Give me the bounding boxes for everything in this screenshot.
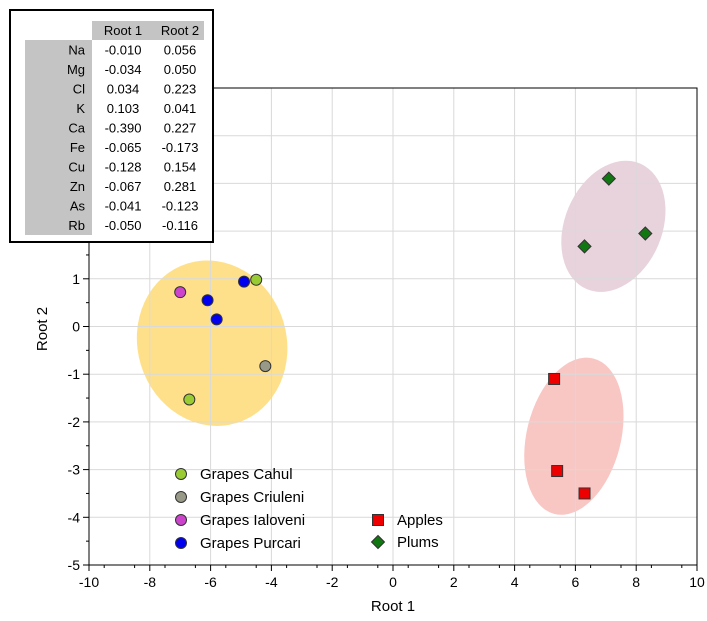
grid-lines bbox=[89, 88, 697, 565]
y-tick-label: 0 bbox=[72, 319, 80, 335]
y-axis-title: Root 2 bbox=[34, 307, 51, 351]
legend-label: Plums bbox=[397, 534, 439, 551]
table-row-label: Fe bbox=[70, 140, 85, 155]
x-tick-label: -6 bbox=[204, 574, 217, 590]
coefficients-table: Root 1 Root 2 Na -0.010 0.056 Mg -0.034 0.050 Cl… bbox=[9, 9, 214, 243]
data-point bbox=[551, 465, 564, 478]
x-tick-label: -10 bbox=[79, 574, 99, 590]
table-cell: -0.173 bbox=[162, 140, 199, 155]
x-tick-label: -8 bbox=[144, 574, 157, 590]
data-point bbox=[201, 294, 214, 307]
cluster-ellipse-apples bbox=[524, 357, 624, 515]
table-row-label: Zn bbox=[70, 179, 85, 194]
data-point bbox=[638, 226, 653, 241]
cluster-ellipse-plums bbox=[561, 160, 666, 292]
table-cell: -0.067 bbox=[105, 179, 142, 194]
y-tick-label: -3 bbox=[68, 462, 81, 478]
data-point bbox=[577, 239, 592, 254]
table-cell: 0.050 bbox=[164, 62, 197, 77]
table-row-label: Mg bbox=[67, 62, 85, 77]
x-tick-label: 2 bbox=[450, 574, 458, 590]
table-cell: -0.390 bbox=[105, 121, 142, 136]
legend-label: Grapes Criuleni bbox=[200, 489, 304, 506]
x-axis-title: Root 1 bbox=[371, 598, 415, 615]
table-cell: 0.281 bbox=[164, 179, 197, 194]
table-cell: -0.123 bbox=[162, 199, 199, 214]
data-point bbox=[210, 313, 223, 326]
legend-marker bbox=[175, 514, 187, 526]
legend-marker bbox=[175, 537, 187, 549]
y-tick-label: 1 bbox=[72, 271, 80, 287]
table-cell: -0.041 bbox=[105, 199, 142, 214]
data-point bbox=[548, 372, 561, 385]
table-cell: 0.056 bbox=[164, 43, 197, 58]
table-row-label: Na bbox=[68, 43, 85, 58]
table-row-label: Cu bbox=[68, 160, 85, 175]
legend-label: Grapes Purcari bbox=[200, 535, 301, 552]
legend-label: Apples bbox=[397, 512, 443, 529]
cluster-ellipses bbox=[136, 160, 666, 515]
table-cell: 0.034 bbox=[107, 82, 140, 97]
table-header-bg bbox=[92, 21, 204, 40]
legend-label: Grapes Cahul bbox=[200, 466, 293, 483]
x-tick-label: 0 bbox=[389, 574, 397, 590]
table-row-label: Ca bbox=[68, 121, 85, 136]
data-point bbox=[174, 286, 187, 299]
cluster-ellipse-grapes bbox=[136, 260, 288, 426]
table-header-cell: Root 2 bbox=[161, 23, 199, 38]
table-row-label: Rb bbox=[68, 218, 85, 233]
y-tick-label: -5 bbox=[68, 557, 81, 573]
legend-marker bbox=[372, 514, 384, 526]
data-point bbox=[238, 275, 251, 288]
legend-marker bbox=[175, 468, 187, 480]
table-cell: -0.116 bbox=[162, 218, 198, 233]
y-tick-label: -2 bbox=[68, 414, 81, 430]
table-row-label: As bbox=[70, 199, 86, 214]
table-cell: -0.010 bbox=[105, 43, 142, 58]
data-points bbox=[174, 171, 653, 500]
table-row-label: K bbox=[76, 101, 85, 116]
table-cell: -0.034 bbox=[105, 62, 142, 77]
x-tick-label: 8 bbox=[632, 574, 640, 590]
legend: Grapes Cahul Grapes Criuleni Grapes Ialove… bbox=[175, 466, 443, 552]
table-cell: 0.154 bbox=[164, 160, 197, 175]
x-tick-label: -4 bbox=[265, 574, 278, 590]
table-rowlabel-bg bbox=[25, 40, 92, 235]
table-cell: -0.128 bbox=[105, 160, 142, 175]
legend-label: Grapes Ialoveni bbox=[200, 512, 305, 529]
data-point bbox=[259, 360, 272, 373]
table-cell: 0.227 bbox=[164, 121, 197, 136]
x-tick-label: -2 bbox=[326, 574, 339, 590]
data-point bbox=[250, 273, 263, 286]
table-cell: 0.223 bbox=[164, 82, 197, 97]
table-cell: 0.041 bbox=[164, 101, 197, 116]
x-tick-label: 4 bbox=[511, 574, 519, 590]
data-point bbox=[578, 487, 591, 500]
table-cell: 0.103 bbox=[107, 101, 140, 116]
data-point bbox=[601, 171, 617, 186]
table-cell: -0.050 bbox=[105, 218, 142, 233]
data-point bbox=[183, 393, 196, 406]
table-header-cell: Root 1 bbox=[104, 23, 142, 38]
table-row-label: Cl bbox=[73, 82, 85, 97]
legend-marker bbox=[175, 491, 187, 503]
x-tick-label: 6 bbox=[572, 574, 580, 590]
table-cell: -0.065 bbox=[105, 140, 142, 155]
x-tick-label: 10 bbox=[689, 574, 705, 590]
legend-marker bbox=[370, 534, 386, 550]
y-tick-label: -4 bbox=[68, 509, 81, 525]
y-tick-label: -1 bbox=[68, 366, 81, 382]
